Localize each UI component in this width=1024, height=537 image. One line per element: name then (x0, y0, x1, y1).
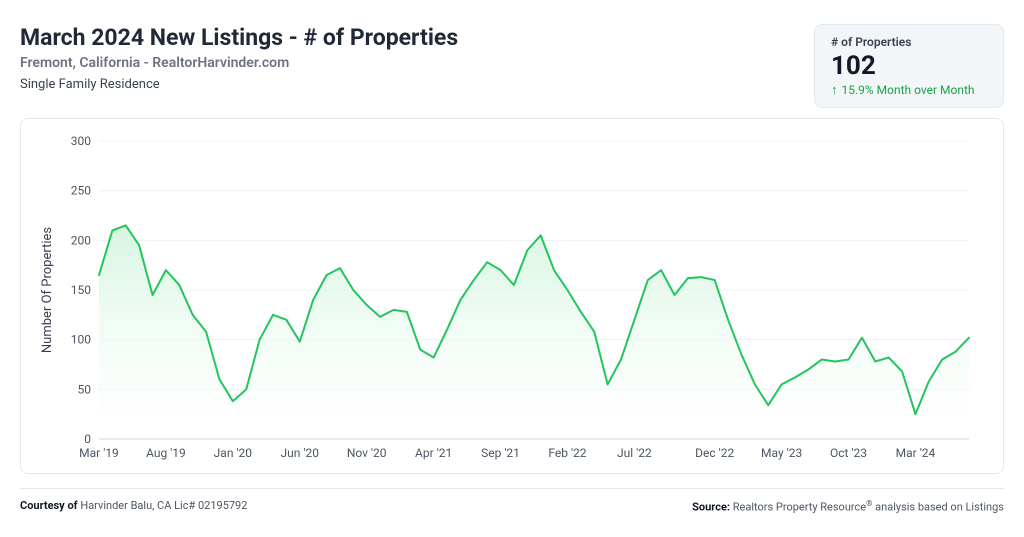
arrow-up-icon: ↑ (831, 84, 838, 97)
metric-label: # of Properties (831, 35, 987, 49)
svg-text:Apr '21: Apr '21 (415, 446, 452, 460)
listings-chart: 0 50 100 150 200 250 300 Number Of Properties Ma… (31, 129, 979, 469)
page-subtitle: Fremont, California - RealtorHarvinder.c… (20, 55, 814, 71)
courtesy-label: Courtesy of (20, 499, 78, 512)
source-label: Source: (692, 501, 730, 514)
metric-value: 102 (831, 51, 987, 81)
svg-text:Jan '20: Jan '20 (214, 446, 253, 460)
metric-delta-text: 15.9% Month over Month (842, 83, 975, 97)
header-row: March 2024 New Listings - # of Propertie… (20, 24, 1004, 108)
svg-text:250: 250 (71, 184, 91, 198)
svg-text:Oct '23: Oct '23 (830, 446, 867, 460)
svg-text:300: 300 (71, 134, 91, 148)
svg-text:Aug '19: Aug '19 (146, 446, 186, 460)
source-value-pre: Realtors Property Resource (733, 501, 866, 514)
page-title: March 2024 New Listings - # of Propertie… (20, 24, 814, 51)
courtesy-line: Courtesy of Harvinder Balu, CA Lic# 0219… (20, 499, 247, 514)
svg-text:Mar '24: Mar '24 (896, 446, 936, 460)
svg-text:Feb '22: Feb '22 (548, 446, 586, 460)
svg-text:50: 50 (78, 382, 92, 396)
metric-delta: ↑ 15.9% Month over Month (831, 83, 987, 97)
filter-label: Single Family Residence (20, 77, 814, 92)
courtesy-value: Harvinder Balu, CA Lic# 02195792 (80, 499, 247, 512)
svg-text:100: 100 (71, 333, 91, 347)
titles-block: March 2024 New Listings - # of Propertie… (20, 24, 814, 92)
footer-row: Courtesy of Harvinder Balu, CA Lic# 0219… (20, 488, 1004, 514)
svg-text:Jul '22: Jul '22 (617, 446, 652, 460)
svg-text:150: 150 (71, 283, 91, 297)
svg-text:Nov '20: Nov '20 (347, 446, 387, 460)
svg-text:200: 200 (71, 233, 91, 247)
metric-card: # of Properties 102 ↑ 15.9% Month over M… (814, 24, 1004, 108)
source-value-post: analysis based on Listings (872, 501, 1004, 514)
svg-text:Mar '19: Mar '19 (79, 446, 119, 460)
svg-text:Dec '22: Dec '22 (695, 446, 734, 460)
source-line: Source: Realtors Property Resource® anal… (692, 499, 1004, 514)
svg-text:Jun '20: Jun '20 (281, 446, 320, 460)
chart-card: 0 50 100 150 200 250 300 Number Of Properties Ma… (20, 118, 1004, 474)
svg-text:Sep '21: Sep '21 (481, 446, 520, 460)
svg-text:0: 0 (84, 432, 91, 446)
svg-text:May '23: May '23 (761, 446, 802, 460)
y-axis-title: Number Of Properties (40, 227, 55, 353)
